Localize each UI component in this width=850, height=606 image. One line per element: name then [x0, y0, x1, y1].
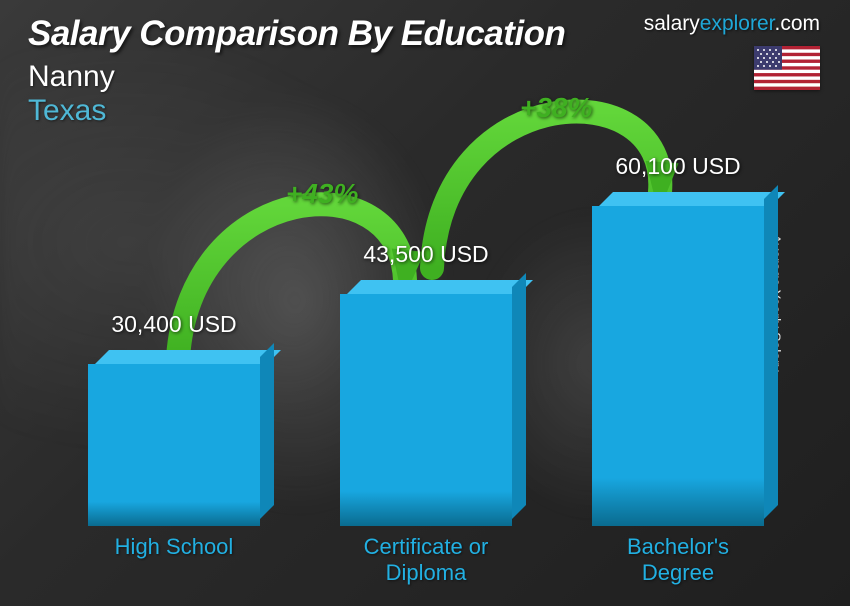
chart-container: Salary Comparison By Education Nanny Tex…: [0, 0, 850, 606]
x-axis-labels: High School Certificate or Diploma Bachelo…: [40, 528, 790, 588]
brand-accent: explorer: [700, 12, 775, 35]
bar-value-0: 30,400 USD: [88, 311, 260, 338]
subtitle-occupation: Nanny: [28, 60, 115, 94]
increase-label-0: +43%: [286, 178, 358, 210]
bar-label-0: High School: [88, 534, 260, 560]
us-flag-icon: [754, 46, 820, 90]
subtitle-location: Texas: [28, 94, 106, 128]
bar-label-1: Certificate or Diploma: [340, 534, 512, 587]
bar-0: 30,400 USD: [88, 364, 260, 526]
page-title: Salary Comparison By Education: [28, 14, 565, 54]
brand-suffix: .com: [774, 12, 820, 35]
brand-logo: salaryexplorer.com: [644, 12, 820, 36]
increase-label-1: +38%: [520, 92, 592, 124]
brand-plain: salary: [644, 12, 700, 35]
bar-chart: 30,400 USD 43,500 USD 60,100 USD: [40, 140, 790, 526]
bar-value-1: 43,500 USD: [340, 241, 512, 268]
bar-2: 60,100 USD: [592, 206, 764, 526]
bar-value-2: 60,100 USD: [592, 153, 764, 180]
bar-1: 43,500 USD: [340, 294, 512, 526]
bar-label-2: Bachelor's Degree: [592, 534, 764, 587]
